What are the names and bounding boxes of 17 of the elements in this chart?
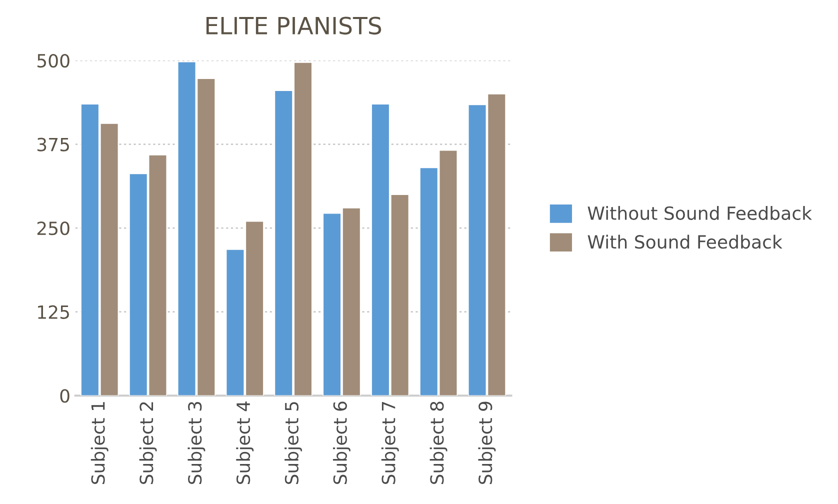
x-tick-label: Subject 8 bbox=[430, 402, 448, 484]
y-tick-label: 375 bbox=[37, 138, 69, 152]
x-tick-label: Subject 2 bbox=[139, 402, 157, 484]
x-tick-label: Subject 9 bbox=[478, 402, 496, 484]
x-tick-label: Subject 1 bbox=[90, 402, 108, 484]
y-tick-label: 500 bbox=[37, 54, 70, 68]
legend-label: With Sound Feedback bbox=[588, 234, 782, 249]
x-tick-label: Subject 7 bbox=[381, 402, 399, 484]
x-tick-label: Subject 4 bbox=[236, 402, 254, 484]
y-tick-label: 250 bbox=[37, 222, 70, 236]
chart-title: ELITE PIANISTS bbox=[206, 16, 382, 35]
y-tick-label: 125 bbox=[38, 305, 69, 319]
x-tick-label: Subject 6 bbox=[332, 402, 350, 484]
x-tick-label: Subject 3 bbox=[188, 402, 206, 484]
legend-label: Without Sound Feedback bbox=[588, 206, 812, 220]
y-tick-label: 0 bbox=[60, 389, 70, 403]
x-tick-label: Subject 5 bbox=[284, 402, 302, 484]
